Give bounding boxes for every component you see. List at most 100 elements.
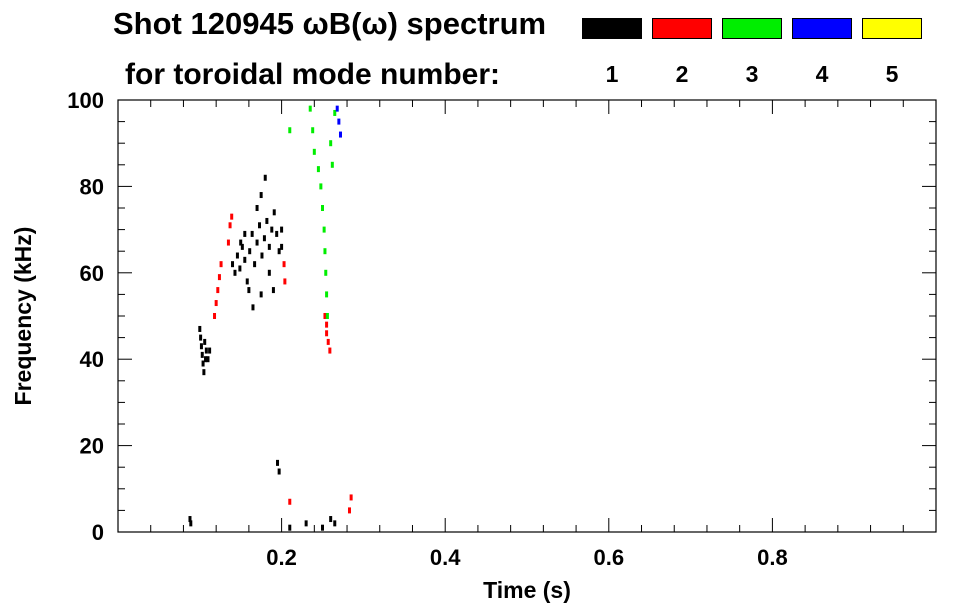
data-point-mode-2	[226, 239, 230, 246]
data-point-mode-1	[198, 325, 202, 332]
legend-label-mode-4: 4	[815, 61, 829, 87]
data-point-mode-1	[255, 239, 259, 246]
data-point-mode-2	[323, 313, 327, 319]
y-tick-label: 60	[80, 261, 104, 286]
x-axis-label: Time (s)	[483, 577, 571, 603]
data-point-mode-2	[347, 507, 351, 514]
data-point-mode-3	[312, 148, 316, 155]
data-points	[188, 105, 353, 531]
data-point-mode-1	[288, 524, 292, 531]
axis-ticks	[118, 99, 936, 533]
x-tick-label: 0.6	[594, 545, 625, 570]
data-point-mode-1	[250, 230, 254, 237]
data-point-mode-3	[316, 166, 320, 173]
data-point-mode-3	[325, 313, 329, 319]
legend-label-mode-2: 2	[675, 61, 689, 87]
data-point-mode-1	[280, 243, 284, 250]
data-point-mode-1	[243, 256, 247, 263]
data-point-mode-1	[188, 516, 192, 523]
data-point-mode-1	[204, 356, 208, 363]
data-point-mode-1	[267, 269, 271, 276]
legend-swatch-mode-3	[722, 18, 782, 39]
data-point-mode-2	[349, 494, 353, 501]
data-point-mode-1	[245, 278, 249, 285]
data-point-mode-3	[325, 291, 329, 298]
data-point-mode-3	[333, 109, 337, 116]
data-point-mode-1	[247, 287, 251, 294]
data-point-mode-1	[270, 226, 274, 233]
data-point-mode-1	[206, 356, 210, 363]
data-point-mode-1	[243, 230, 247, 237]
legend-label-mode-5: 5	[885, 61, 899, 87]
data-point-mode-1	[204, 347, 208, 354]
data-point-mode-2	[282, 261, 286, 268]
data-point-mode-2	[288, 498, 292, 505]
legend-swatch-mode-1	[582, 18, 642, 39]
data-point-mode-1	[259, 192, 263, 199]
data-point-mode-3	[321, 205, 324, 211]
data-point-mode-1	[239, 239, 243, 246]
data-point-mode-3	[324, 269, 328, 276]
data-point-mode-1	[259, 291, 263, 298]
data-point-mode-4	[338, 131, 342, 138]
data-point-mode-1	[189, 520, 193, 527]
data-point-mode-1	[201, 360, 205, 367]
data-point-mode-3	[322, 226, 326, 233]
data-point-mode-3	[308, 105, 312, 112]
legend-swatch-mode-5	[862, 18, 922, 39]
data-point-mode-1	[280, 226, 284, 233]
data-point-mode-2	[328, 347, 332, 354]
data-point-mode-1	[251, 304, 255, 311]
chart-title: Shot 120945 ωB(ω) spectrum	[113, 6, 547, 41]
data-point-mode-1	[200, 351, 204, 358]
data-point-mode-1	[202, 369, 206, 376]
data-point-mode-1	[277, 248, 281, 255]
data-point-mode-1	[199, 334, 203, 341]
data-point-mode-1	[199, 343, 203, 350]
data-point-mode-4	[335, 105, 339, 112]
data-point-mode-1	[203, 338, 207, 345]
data-point-mode-1	[240, 243, 244, 250]
legend-label-mode-3: 3	[745, 61, 759, 87]
data-point-mode-1	[208, 347, 212, 354]
data-point-mode-2	[219, 261, 223, 268]
data-point-mode-1	[231, 261, 235, 268]
data-point-mode-1	[235, 252, 239, 259]
data-point-mode-1	[248, 248, 252, 255]
data-point-mode-1	[277, 468, 281, 475]
y-tick-label: 20	[80, 434, 104, 459]
legend-label-mode-1: 1	[605, 61, 619, 87]
data-point-mode-1	[238, 265, 242, 272]
legend: 1 2 3 4 5	[580, 18, 930, 98]
data-point-mode-1	[265, 217, 269, 224]
data-point-mode-3	[330, 161, 334, 168]
data-point-mode-2	[325, 321, 329, 328]
data-point-mode-1	[276, 459, 280, 466]
y-tick-label: 100	[67, 88, 104, 113]
data-point-mode-2	[325, 330, 329, 337]
data-point-mode-3	[319, 183, 323, 190]
data-point-mode-1	[304, 520, 308, 527]
y-tick-label: 40	[80, 347, 104, 372]
data-point-mode-2	[326, 338, 330, 345]
data-point-mode-1	[253, 261, 257, 268]
data-point-mode-2	[283, 278, 287, 285]
legend-swatch-mode-4	[792, 18, 852, 39]
y-tick-label: 80	[80, 174, 104, 199]
data-point-mode-1	[233, 269, 237, 276]
plot-frame	[117, 99, 937, 533]
data-point-mode-1	[255, 205, 259, 211]
data-point-mode-1	[258, 222, 262, 229]
data-point-mode-2	[214, 300, 218, 307]
data-point-mode-1	[271, 287, 275, 294]
data-point-mode-1	[321, 524, 324, 531]
chart-subtitle: for toroidal mode number:	[125, 58, 500, 91]
y-axis-label: Frequency (kHz)	[10, 227, 36, 406]
data-point-mode-1	[272, 209, 276, 216]
data-point-mode-3	[288, 127, 292, 134]
y-tick-label: 0	[92, 520, 104, 545]
data-point-mode-1	[263, 174, 267, 181]
data-point-mode-2	[230, 213, 234, 220]
data-point-mode-1	[329, 516, 333, 523]
